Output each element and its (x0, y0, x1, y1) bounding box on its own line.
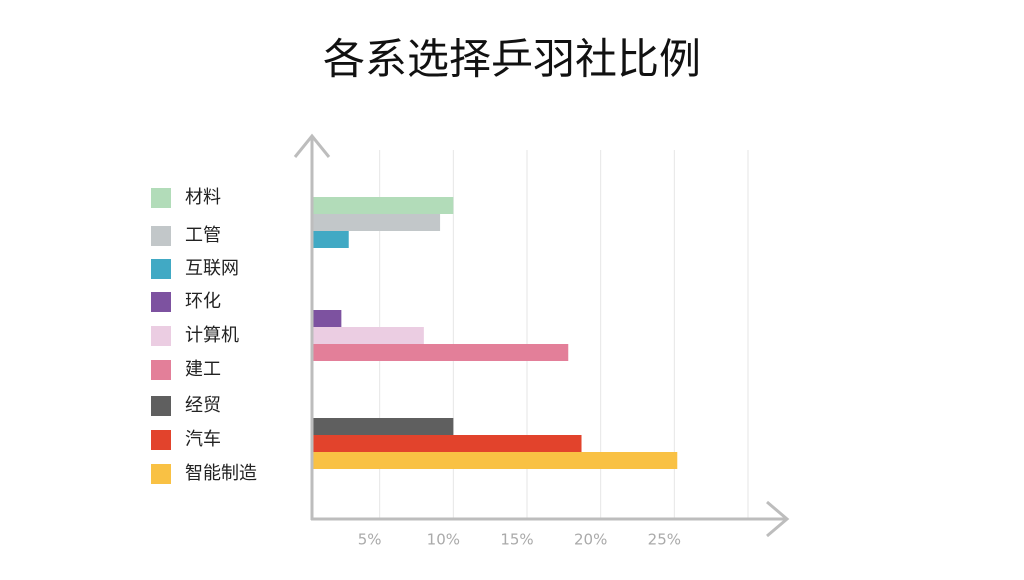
bar (313, 418, 454, 435)
x-tick-label: 10% (427, 531, 460, 549)
x-tick-label: 20% (574, 531, 607, 549)
legend-swatch (151, 326, 171, 346)
legend-swatch (151, 360, 171, 380)
x-tick-label: 15% (500, 531, 533, 549)
legend-swatch (151, 464, 171, 484)
legend-swatch (151, 188, 171, 208)
legend-label: 互联网 (185, 258, 239, 279)
legend-label: 环化 (185, 291, 221, 312)
legend-swatch (151, 292, 171, 312)
legend-label: 建工 (185, 359, 221, 380)
bar (313, 435, 582, 452)
axes (293, 133, 790, 538)
legend-swatch (151, 396, 171, 416)
legend-swatch (151, 226, 171, 246)
y-arrow (293, 133, 331, 158)
legend-label: 材料 (185, 187, 221, 208)
x-arrow (766, 500, 790, 538)
x-tick-label: 25% (648, 531, 681, 549)
legend-swatch (151, 259, 171, 279)
x-tick-label: 5% (358, 531, 382, 549)
bar (313, 231, 349, 248)
bar (313, 452, 678, 469)
bar (313, 310, 342, 327)
legend-label: 经贸 (185, 395, 221, 416)
legend-label: 计算机 (185, 325, 239, 346)
legend-label: 汽车 (185, 429, 221, 450)
legend-swatch (151, 430, 171, 450)
bar (313, 327, 424, 344)
bar (313, 197, 454, 214)
chart-title: 各系选择乒羽社比例 (323, 35, 701, 84)
legend-label: 智能制造 (185, 463, 257, 484)
bar (313, 344, 569, 361)
bar (313, 214, 441, 231)
legend-label: 工管 (185, 225, 221, 246)
